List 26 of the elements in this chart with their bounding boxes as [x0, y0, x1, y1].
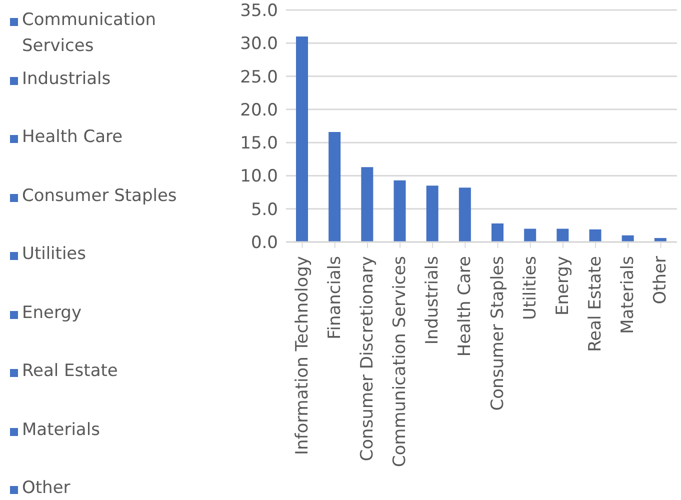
y-tick-label: 15.0: [240, 134, 278, 154]
x-tick-label: Consumer Staples: [488, 256, 508, 411]
x-tick-label: Materials: [618, 256, 638, 334]
y-tick-label: 0.0: [250, 233, 278, 254]
x-tick-label: Consumer Discretionary: [357, 256, 378, 462]
legend-label: Consumer Staples: [22, 184, 178, 208]
x-tick-label: Industrials: [422, 256, 443, 345]
y-tick-label: 20.0: [240, 100, 278, 120]
x-tick-label: Communication Services: [390, 256, 410, 468]
legend-label: Industrials: [22, 68, 112, 90]
y-tick-label: 5.0: [250, 200, 278, 220]
y-tick-label: 25.0: [240, 67, 278, 88]
y-tick-label: 10.0: [240, 166, 278, 187]
y-tick-label: 30.0: [240, 34, 278, 54]
x-tick-label: Utilities: [520, 256, 540, 320]
legend-label: Materials: [22, 418, 101, 442]
x-tick-label: Health Care: [455, 256, 476, 357]
legend-label: Other: [22, 477, 72, 500]
x-tick-label: Information Technology: [292, 256, 312, 456]
y-tick-label: 35.0: [240, 1, 278, 22]
legend-label: Health Care: [22, 126, 124, 149]
x-tick-label: Other: [650, 256, 671, 304]
x-tick-label: Real Estate: [586, 256, 606, 352]
legend-label: Communication Services: [22, 9, 157, 58]
x-tick-label: Financials: [324, 256, 345, 340]
x-tick-label: Energy: [552, 256, 573, 316]
